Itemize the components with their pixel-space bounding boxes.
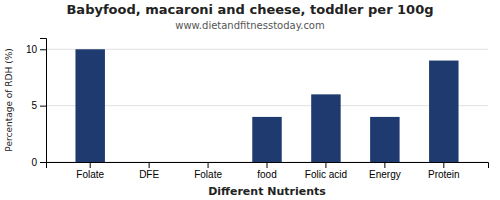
x-tick-mark	[443, 162, 444, 168]
y-axis-line	[40, 39, 47, 163]
x-tick-mark	[384, 162, 385, 168]
subtitle: www.dietandfitnesstoday.com	[175, 20, 324, 31]
y-tick-mark	[40, 162, 46, 163]
x-tick-label: Folate	[76, 169, 104, 180]
x-tick-label: Folate	[194, 169, 222, 180]
x-tick: Protein	[428, 162, 460, 180]
bar	[252, 117, 281, 162]
plot: Folate DFE Folate food Folic acid Energy Prote…	[26, 39, 489, 181]
x-axis-line	[47, 163, 489, 169]
y-tick-mark	[40, 106, 46, 107]
x-tick-label: Protein	[428, 169, 460, 180]
bar	[75, 49, 104, 162]
x-tick: DFE	[139, 162, 159, 180]
x-axis-title: Different Nutrients	[208, 185, 326, 198]
grid-line	[46, 49, 488, 50]
bar	[370, 117, 399, 162]
x-tick: Folate	[194, 162, 222, 180]
y-tick-label: 5	[31, 100, 37, 111]
y-tick-label: 10	[26, 44, 38, 55]
x-tick: Folate	[76, 162, 104, 180]
x-axis: Folate DFE Folate food Folic acid Energy Prote…	[47, 162, 489, 180]
bars	[75, 49, 458, 162]
x-tick-mark	[208, 162, 209, 168]
x-tick-mark	[267, 162, 268, 168]
bar	[429, 61, 458, 162]
y-tick-label: 0	[31, 157, 37, 168]
x-tick: Energy	[369, 162, 401, 180]
grid	[46, 49, 488, 162]
y-axis: 0 5 10	[26, 39, 47, 168]
x-tick: Folic acid	[305, 162, 347, 180]
x-tick-mark	[90, 162, 91, 168]
y-tick: 10	[26, 44, 46, 55]
x-tick-mark	[325, 162, 326, 168]
y-tick-mark	[40, 49, 46, 50]
x-tick-mark	[149, 162, 150, 168]
y-tick: 0	[31, 157, 46, 168]
bar	[311, 94, 340, 162]
x-tick-label: Folic acid	[305, 169, 347, 180]
grid-line	[46, 105, 488, 106]
bar	[193, 162, 222, 163]
x-tick-label: Energy	[369, 169, 401, 180]
y-axis-title: Percentage of RDH (%)	[4, 48, 14, 151]
x-tick-label: DFE	[139, 169, 159, 180]
title: Babyfood, macaroni and cheese, toddler p…	[66, 2, 433, 17]
x-tick: food	[257, 162, 276, 180]
chart: Babyfood, macaroni and cheese, toddler p…	[0, 0, 500, 200]
y-tick: 5	[31, 100, 46, 111]
bar	[134, 162, 163, 163]
x-tick-label: food	[257, 169, 276, 180]
